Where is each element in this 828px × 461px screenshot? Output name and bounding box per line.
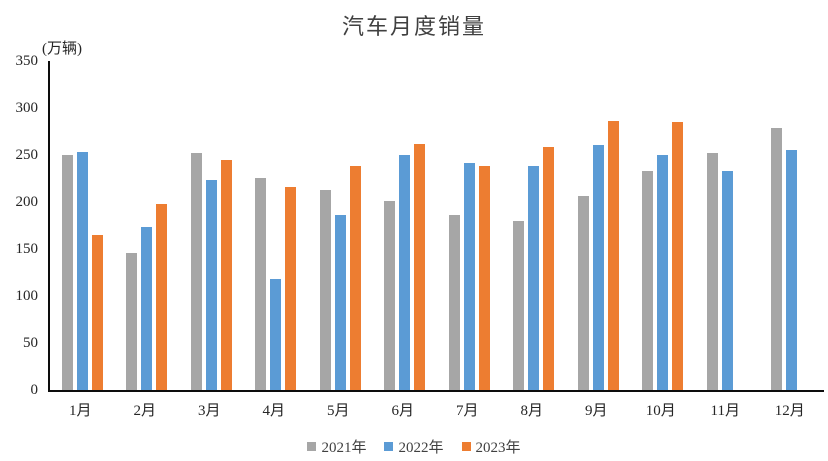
bar-2022年-10月 — [657, 154, 669, 390]
legend-label: 2022年 — [398, 440, 444, 456]
bar-2023年-7月 — [478, 165, 490, 390]
x-axis-tick-label: 1月 — [68, 403, 92, 419]
bar-2022年-7月 — [463, 162, 475, 390]
y-axis-tick-label: 250 — [15, 147, 39, 163]
bar-2023年-3月 — [220, 159, 232, 390]
x-axis-tick-label: 8月 — [520, 403, 543, 419]
chart-title: 汽车月度销量 — [341, 14, 486, 39]
category-group-10月 — [631, 61, 696, 390]
y-axis-tick-label: 100 — [15, 288, 39, 304]
legend-swatch-icon — [461, 442, 471, 451]
bar-2022年-9月 — [592, 144, 604, 390]
category-group-8月 — [502, 61, 567, 390]
bar-2021年-12月 — [771, 128, 783, 390]
y-axis-tick-label: 200 — [15, 194, 39, 210]
category-group-9月 — [566, 61, 631, 390]
legend: 2021年 2022年 2023年 — [0, 436, 828, 457]
bar-2022年-12月 — [786, 149, 798, 390]
bar-2021年-7月 — [448, 214, 460, 390]
bar-2023年-2月 — [156, 204, 168, 390]
category-group-1月 — [50, 61, 115, 390]
x-axis-tick-label: 9月 — [584, 403, 608, 419]
bar-2021年-9月 — [577, 195, 589, 390]
category-group-5月 — [308, 61, 373, 390]
bar-2021年-6月 — [384, 200, 396, 390]
category-group-11月 — [695, 61, 760, 390]
bar-2021年-1月 — [61, 154, 73, 390]
y-axis-tick-label: 300 — [15, 100, 39, 116]
bar-2023年-4月 — [285, 187, 297, 390]
legend-label: 2021年 — [321, 440, 367, 456]
category-group-12月 — [760, 61, 825, 390]
x-axis-tick-label: 2月 — [133, 403, 156, 419]
bar-2023年-8月 — [543, 147, 555, 390]
bar-2023年-9月 — [607, 121, 619, 390]
category-group-6月 — [373, 61, 438, 390]
bar-2021年-8月 — [513, 220, 525, 390]
bar-2021年-5月 — [319, 189, 331, 390]
x-axis-tick-label: 7月 — [455, 403, 479, 419]
x-axis-tick-label: 11月 — [710, 403, 740, 419]
y-axis-unit-label: (万辆) — [42, 41, 82, 57]
x-axis-tick-label: 5月 — [326, 403, 350, 419]
x-axis-tick-label: 3月 — [197, 403, 221, 419]
x-axis-tick-label: 10月 — [645, 403, 676, 419]
plot-area — [48, 61, 824, 392]
bar-2022年-3月 — [205, 180, 217, 390]
bar-2021年-10月 — [642, 170, 654, 390]
bar-2021年-2月 — [126, 253, 138, 390]
legend-item-2022年: 2022年 — [384, 436, 444, 457]
legend-swatch-icon — [307, 442, 317, 451]
bar-2022年-4月 — [270, 279, 282, 390]
y-axis-tick-label: 350 — [15, 53, 39, 69]
x-axis-tick-label: 6月 — [391, 403, 414, 419]
y-axis-tick-label: 50 — [23, 335, 38, 351]
category-group-4月 — [244, 61, 309, 390]
x-axis-tick-label: 4月 — [262, 403, 285, 419]
category-group-2月 — [115, 61, 180, 390]
legend-swatch-icon — [384, 442, 394, 451]
bar-2022年-1月 — [76, 152, 88, 390]
y-axis-tick-label: 0 — [30, 382, 39, 398]
legend-item-2023年: 2023年 — [461, 436, 521, 457]
y-axis-tick-label: 150 — [15, 241, 39, 257]
category-group-3月 — [179, 61, 244, 390]
bar-2022年-2月 — [141, 226, 153, 390]
bar-2023年-1月 — [91, 235, 103, 390]
bar-2022年-6月 — [399, 154, 411, 390]
bar-2023年-10月 — [672, 121, 684, 390]
category-group-7月 — [437, 61, 502, 390]
bar-2022年-8月 — [528, 166, 540, 390]
bar-2022年-11月 — [721, 171, 733, 390]
bar-2023年-5月 — [349, 166, 361, 390]
x-axis-tick-label: 12月 — [774, 403, 805, 419]
legend-label: 2023年 — [475, 440, 521, 456]
bar-2021年-11月 — [706, 152, 718, 390]
legend-item-2021年: 2021年 — [307, 436, 366, 457]
bar-2021年-4月 — [255, 178, 267, 390]
bar-2023年-6月 — [414, 143, 426, 390]
bar-2022年-5月 — [334, 214, 346, 390]
bar-2021年-3月 — [190, 152, 202, 390]
